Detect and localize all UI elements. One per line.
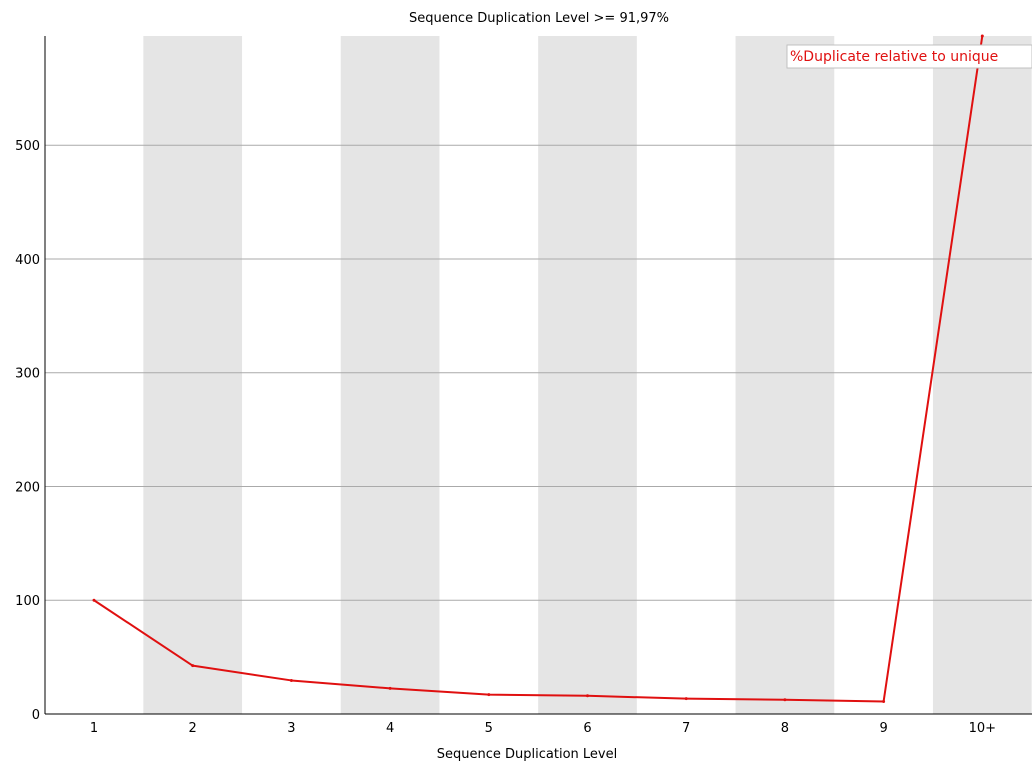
category-band bbox=[538, 36, 637, 714]
category-band bbox=[932, 36, 1032, 714]
data-point bbox=[684, 697, 688, 701]
y-tick-label: 400 bbox=[15, 253, 40, 268]
y-tick-label: 300 bbox=[15, 367, 40, 382]
data-point bbox=[980, 34, 984, 38]
category-band bbox=[340, 36, 440, 714]
x-tick-label: 5 bbox=[485, 721, 493, 736]
data-point bbox=[586, 694, 589, 698]
category-band bbox=[735, 36, 835, 714]
data-point bbox=[388, 686, 392, 690]
x-tick-label: 4 bbox=[386, 721, 394, 736]
data-point bbox=[289, 678, 293, 682]
x-tick-label: 1 bbox=[90, 721, 98, 736]
category-bands bbox=[143, 36, 1032, 714]
data-point bbox=[191, 664, 195, 668]
x-tick-label: 3 bbox=[287, 721, 295, 736]
legend: %Duplicate relative to unique bbox=[786, 44, 1032, 69]
x-tick-label: 9 bbox=[879, 721, 887, 736]
series-line bbox=[93, 35, 984, 703]
x-axis-label: Sequence Duplication Level bbox=[437, 747, 617, 762]
x-tick-label: 6 bbox=[583, 721, 591, 736]
y-tick-label: 500 bbox=[15, 139, 40, 154]
legend-box bbox=[786, 44, 1032, 69]
x-tick-label: 8 bbox=[781, 721, 789, 736]
axes bbox=[44, 36, 1032, 715]
chart-title: Sequence Duplication Level >= 91,97% bbox=[409, 11, 669, 26]
y-tick-label: 0 bbox=[32, 708, 40, 723]
data-point bbox=[783, 698, 787, 702]
y-tick-label: 200 bbox=[15, 480, 40, 495]
x-tick-labels: 1 2 3 4 5 6 7 8 9 10+ bbox=[90, 721, 996, 736]
x-tick-label: 10+ bbox=[969, 721, 996, 736]
data-point bbox=[882, 699, 886, 703]
y-gridlines bbox=[45, 144, 1032, 601]
x-tick-label: 2 bbox=[189, 721, 197, 736]
y-tick-label: 100 bbox=[15, 594, 40, 609]
series-lines bbox=[92, 34, 984, 703]
x-tick-label: 7 bbox=[682, 721, 690, 736]
data-point bbox=[92, 598, 96, 602]
category-band bbox=[143, 36, 243, 714]
y-tick-labels: 0 100 200 300 400 500 bbox=[15, 139, 40, 723]
data-point bbox=[487, 693, 491, 697]
legend-label: %Duplicate relative to unique bbox=[790, 49, 998, 65]
